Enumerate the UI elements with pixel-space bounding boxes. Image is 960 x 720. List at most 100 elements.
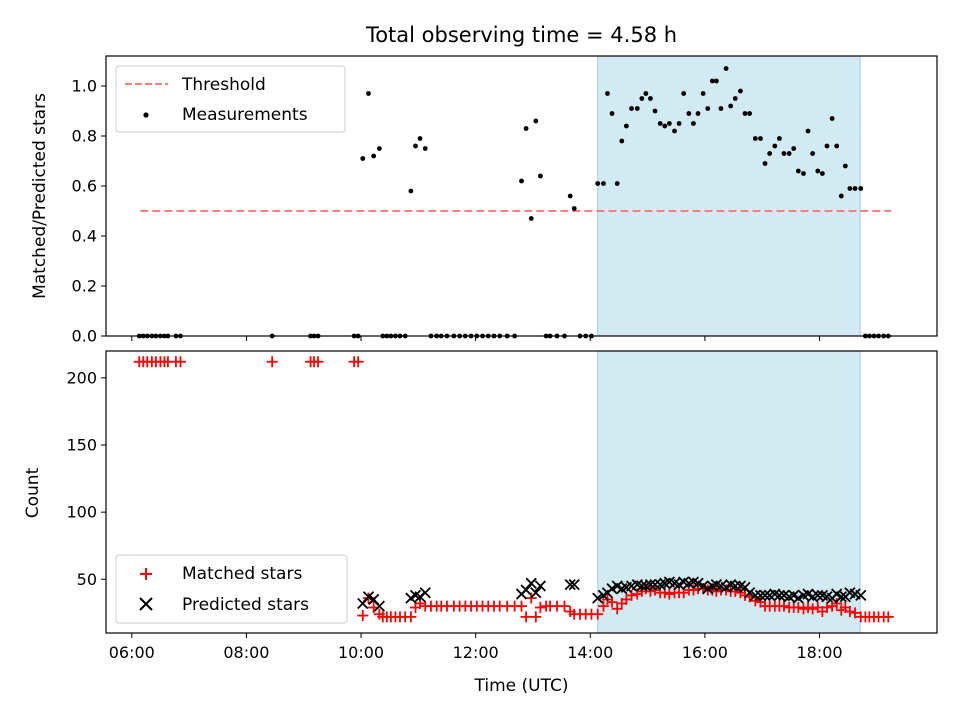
bottom-y-tick-label: 50 [77,570,97,589]
measurement-point [609,111,615,116]
matched-star-point [405,611,417,623]
measurement-point [824,143,830,149]
top-y-tick-label: 0.6 [72,177,97,196]
matched-star-point [729,585,741,597]
predicted-star-point [706,580,718,592]
measurement-point [676,121,682,126]
measurement-point [652,108,658,114]
matched-star-point [802,601,814,613]
bottom-axes-frame [105,350,938,634]
measurement-point [847,186,853,191]
measurement-point [705,106,711,111]
measurement-point [519,178,524,184]
measurement-point [815,168,821,174]
top-y-tick-label: 0.4 [72,227,97,246]
predicted-star-point [568,579,580,591]
measurement-point [413,143,418,149]
bottom-x-tick-label: 16:00 [682,643,728,662]
bottom-panel: 50 100 150 200 06:00 08:00 10:00 12:00 14:00 16:… [23,350,938,696]
matched-star-point [611,603,623,615]
measurement-point [571,206,577,211]
measurement-point [619,138,625,144]
measurement-point [838,193,844,199]
matched-star-point [749,595,761,607]
measurement-point [528,216,534,221]
measurement-point [623,123,629,129]
matched-star-point [663,588,675,600]
measurement-point [614,181,620,186]
measurement-point [376,146,382,151]
bottom-y-tick-label: 200 [66,368,97,387]
matched-star-point [558,600,570,612]
predicted-stars-legend-swatch [139,597,153,611]
chart-title: Total observing time = 4.58 h [365,23,677,47]
measurement-point [709,78,715,84]
measurement-point [605,91,610,96]
bottom-x-tick-label: 08:00 [223,643,269,662]
matched-star-point [175,356,187,368]
measurement-point [360,156,366,161]
matched-star-point [739,589,751,601]
measurement-point [666,121,672,126]
measurement-point [758,136,763,141]
measurement-point [672,128,677,134]
matched-star-point [826,600,838,612]
matched-star-point [687,584,699,596]
measurement-point [538,173,543,179]
matched-star-point [778,600,790,612]
predicted-star-point [520,584,532,596]
measurement-point [801,171,806,176]
predicted-star-point [759,589,771,602]
measurement-point [858,186,864,191]
top-y-tick-label: 0.8 [72,127,97,146]
matched-star-point [520,611,532,623]
measurement-point [842,163,848,169]
matched-star-point [606,596,618,608]
measurement-point [523,126,529,131]
predicted-star-point [564,579,576,591]
bottom-x-tick-label: 10:00 [338,643,384,662]
predicted-stars-legend-label: Predicted stars [182,595,309,615]
measurement-point [417,136,423,141]
measurement-point [371,153,377,159]
measurement-point [713,78,719,84]
measurement-point [776,136,782,141]
bottom-x-tick-label: 12:00 [453,643,499,662]
measurement-point [834,143,840,149]
x-axis-label: Time (UTC) [474,676,569,696]
measurement-point [781,151,787,156]
matched-star-point [357,610,369,622]
bottom-x-ticks: 06:00 08:00 10:00 12:00 14:00 16:00 18:00 [109,633,843,662]
measurement-point [767,151,773,156]
matched-star-point [312,356,324,368]
predicted-star-point [773,589,786,602]
matched-star-point [597,600,609,612]
matched-star-point [849,607,861,619]
bottom-y-tick-label: 150 [66,436,97,455]
measurement-point [662,123,668,129]
matched-star-point [516,600,527,612]
top-y-tick-label: 0.0 [72,327,97,346]
measurement-point [728,103,734,109]
measurement-point [657,121,663,126]
predicted-star-point [855,589,867,602]
measurement-point [752,136,758,141]
matched-star-point [807,603,819,615]
predicted-star-point [812,589,824,602]
top-axes-frame [105,55,938,337]
measurement-point [422,146,428,151]
predicted-star-point [419,587,431,599]
predicted-star-point [530,587,542,599]
measurement-point [601,181,606,186]
predicted-star-point [644,579,657,591]
measurement-point [634,106,640,111]
measurements-legend-label: Measurements [182,105,308,125]
predicted-star-point [729,580,741,592]
matched-star-point [844,606,856,618]
matched-star-point [266,356,278,368]
matched-stars-legend-label: Matched stars [182,564,302,584]
measurement-point [791,146,797,151]
measurement-point [810,151,816,156]
measurement-point [691,121,696,126]
